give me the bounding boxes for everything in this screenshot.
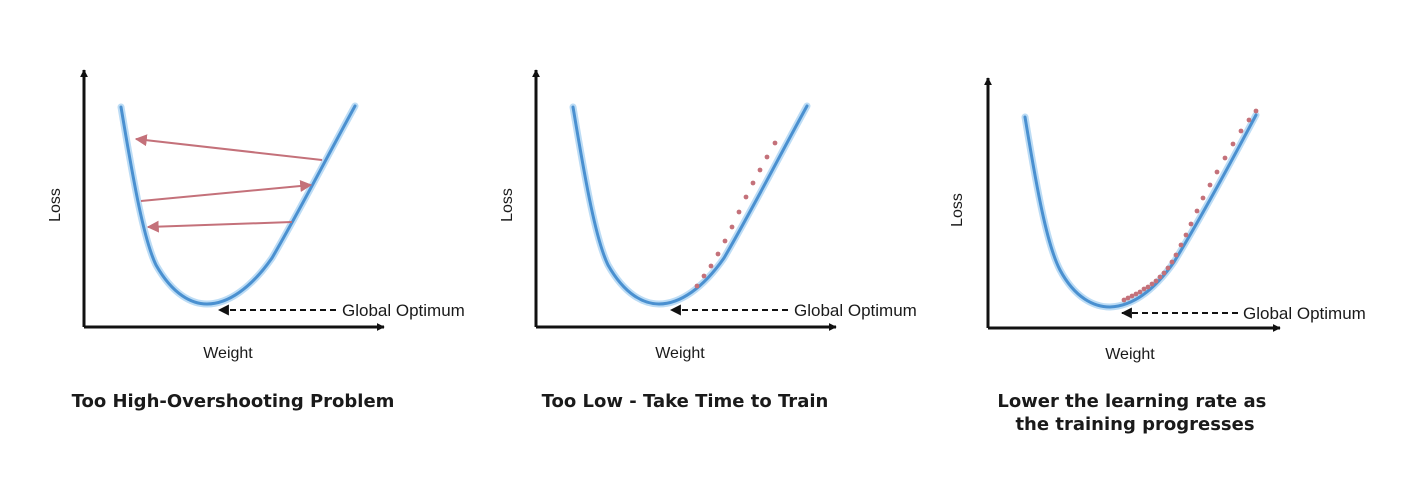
step-dot	[743, 194, 749, 200]
panel-overshooting: Global Optimum Loss Weight Too High-Over…	[47, 69, 465, 412]
step-dot	[1230, 141, 1236, 147]
panel-caption: Lower the learning rate as the training …	[997, 391, 1272, 435]
loss-curve-glow	[569, 102, 811, 308]
step-dot	[1149, 281, 1155, 287]
step-dot	[722, 238, 728, 244]
step-dot	[701, 273, 707, 279]
panel-caption: Too High-Overshooting Problem	[72, 391, 395, 412]
step-dot	[1207, 182, 1213, 188]
x-axis-label: Weight	[203, 345, 253, 362]
step-dot	[1145, 284, 1151, 290]
step-dot	[1161, 270, 1167, 276]
loss-curve-glow	[117, 102, 359, 308]
step-dot	[1129, 293, 1135, 299]
step-dot	[1165, 265, 1171, 271]
step-dot	[1121, 297, 1127, 303]
overshoot-step-3	[146, 220, 293, 233]
step-dot	[1141, 286, 1147, 292]
step-dot	[715, 251, 721, 257]
loss-curve	[571, 104, 809, 306]
y-axis-label: Loss	[47, 188, 64, 222]
step-dot	[1157, 274, 1163, 280]
step-dot	[694, 283, 700, 289]
panel-decaying-rate: Global Optimum Loss Weight Lower the lea…	[949, 77, 1366, 435]
panel-too-low: Global Optimum Loss Weight Too Low - Tak…	[499, 69, 917, 412]
overshoot-step-1	[134, 134, 323, 161]
step-dot	[736, 209, 742, 215]
step-dot	[1194, 208, 1200, 214]
global-optimum-label: Global Optimum	[342, 301, 465, 320]
loss-curve-glow	[1021, 111, 1260, 311]
step-dot	[1200, 195, 1206, 201]
step-dot	[757, 167, 763, 173]
x-axis-label: Weight	[655, 345, 705, 362]
small-steps-dots	[694, 140, 778, 289]
loss-curve	[119, 104, 357, 306]
step-dot	[1214, 169, 1220, 175]
step-dot	[750, 180, 756, 186]
step-dot	[1153, 278, 1159, 284]
step-dot	[764, 154, 770, 160]
step-dot	[1178, 242, 1184, 248]
step-dot	[772, 140, 778, 146]
step-dot	[1173, 252, 1179, 258]
step-dot	[1238, 128, 1244, 134]
x-axis-label: Weight	[1105, 346, 1155, 363]
step-dot	[1169, 259, 1175, 265]
y-axis-label: Loss	[499, 188, 516, 222]
step-dot	[708, 263, 714, 269]
step-dot	[729, 224, 735, 230]
step-dot	[1133, 291, 1139, 297]
step-dot	[1188, 221, 1194, 227]
step-dot	[1183, 232, 1189, 238]
decaying-steps-dots	[1121, 108, 1259, 303]
step-dot	[1125, 295, 1131, 301]
global-optimum-label: Global Optimum	[794, 301, 917, 320]
loss-curve	[1023, 113, 1258, 309]
y-axis-label: Loss	[949, 193, 966, 227]
step-dot	[1137, 289, 1143, 295]
panel-caption: Too Low - Take Time to Train	[542, 391, 829, 412]
overshoot-step-2	[140, 180, 313, 202]
step-dot	[1253, 108, 1259, 114]
global-optimum-label: Global Optimum	[1243, 304, 1366, 323]
step-dot	[1246, 117, 1252, 123]
step-dot	[1222, 155, 1228, 161]
